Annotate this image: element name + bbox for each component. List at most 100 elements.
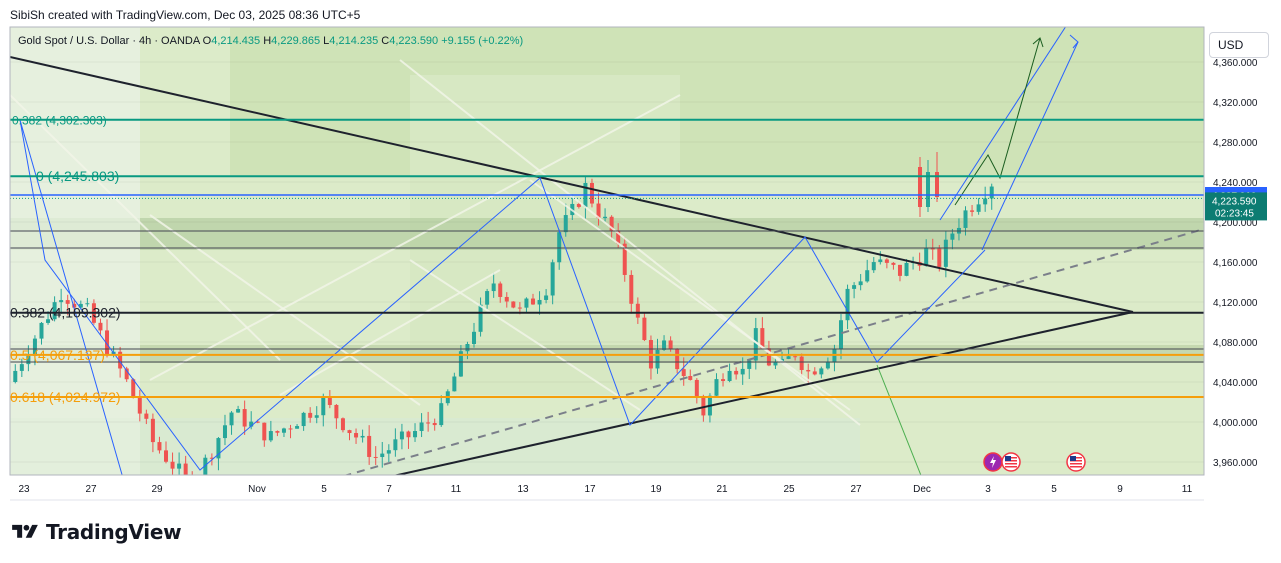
candle-body — [983, 198, 988, 205]
candle — [557, 229, 562, 270]
candle-body — [891, 262, 896, 265]
candle — [354, 428, 359, 444]
candle — [694, 378, 699, 404]
lightning-event-icon[interactable] — [983, 452, 1003, 472]
candle-body — [557, 232, 562, 263]
candle-body — [904, 262, 909, 276]
candle — [603, 208, 608, 222]
candle-body — [865, 270, 870, 282]
candle-body — [360, 435, 365, 438]
candle-body — [288, 428, 293, 430]
candle — [629, 270, 634, 314]
candle — [858, 274, 863, 291]
candle — [137, 389, 142, 422]
candle-body — [268, 431, 273, 441]
candle-body — [373, 456, 378, 458]
candle-body — [78, 303, 83, 308]
candle-body — [517, 307, 522, 309]
candle — [413, 423, 418, 442]
candle-body — [229, 412, 234, 426]
blue-zigzag-path — [19, 119, 986, 475]
candle — [386, 444, 391, 463]
candle-body — [760, 328, 765, 349]
channel-line — [10, 94, 281, 361]
legend-low-label: L — [323, 35, 330, 47]
fib-level-label: 0.5 (4,067.137) — [10, 347, 105, 363]
candle — [308, 407, 313, 423]
downtrend-line — [10, 56, 1134, 313]
candle — [714, 373, 719, 397]
candle-body — [976, 204, 981, 212]
candle-body — [563, 215, 568, 233]
candle — [406, 430, 411, 449]
candle-body — [393, 439, 398, 451]
candle — [753, 317, 758, 370]
time-axis-label: 7 — [386, 484, 392, 495]
tradingview-wordmark: TradingView — [46, 520, 182, 544]
price-axis-label: 4,040.000 — [1213, 378, 1258, 389]
candle — [32, 335, 37, 366]
candle-body — [85, 303, 90, 305]
candle — [773, 357, 778, 370]
candle-body — [314, 415, 319, 418]
time-axis[interactable]: 23 27 29 Nov 5 7 11 13 17 19 21 25 27 Dec 3 5 9 11 — [18, 484, 1192, 495]
fib-level-label: 0.382 (4,302.303) — [12, 114, 107, 128]
legend-low-value: 4,214.235 — [329, 35, 379, 47]
candle-body — [334, 404, 339, 419]
candle — [321, 393, 326, 427]
candle-body — [616, 230, 621, 244]
candle-body — [884, 259, 889, 263]
candle — [85, 297, 90, 307]
candle — [465, 341, 470, 360]
candle — [537, 291, 542, 315]
candle — [688, 369, 693, 381]
candle-body — [812, 371, 817, 375]
candle-body — [216, 438, 221, 459]
channel-line — [149, 94, 681, 381]
candle-body — [930, 248, 935, 250]
candle-body — [845, 288, 850, 321]
candle-body — [367, 435, 372, 457]
candle — [236, 405, 241, 413]
us-flag-event-icon[interactable] — [1066, 452, 1086, 472]
blue-arrowhead — [1069, 34, 1079, 49]
candle — [904, 259, 909, 277]
candle — [989, 183, 994, 210]
candle — [786, 347, 791, 360]
price-axis-label: 4,120.000 — [1213, 298, 1258, 309]
candle — [59, 288, 64, 314]
time-axis-label: 5 — [1051, 484, 1057, 495]
candle — [229, 411, 234, 435]
candle-body — [544, 295, 549, 300]
time-axis-label: 3 — [985, 484, 991, 495]
tradingview-logo-icon — [12, 524, 38, 538]
candle-body — [576, 203, 581, 207]
candle — [845, 284, 850, 330]
candle — [970, 205, 975, 217]
candle-body — [197, 480, 201, 496]
legend-symbol: Gold Spot / U.S. Dollar · 4h · OANDA — [18, 35, 200, 47]
candle — [124, 366, 129, 382]
candle-body — [838, 320, 843, 349]
candle — [734, 367, 739, 380]
candle — [865, 259, 870, 283]
price-axis[interactable]: 4,360.000 4,320.000 4,280.000 4,240.000 4,20… — [1213, 58, 1258, 469]
candle — [347, 429, 352, 441]
candle-body — [262, 422, 267, 441]
channel-line — [149, 214, 421, 406]
us-flag-event-icon[interactable] — [1001, 452, 1021, 472]
candle-body — [589, 182, 594, 204]
candle — [662, 335, 667, 351]
candle — [721, 373, 726, 387]
candle — [281, 427, 286, 438]
candle-body — [878, 259, 883, 263]
candle-body — [386, 450, 391, 454]
candle-body — [537, 299, 542, 305]
tradingview-logo[interactable]: TradingView — [10, 520, 182, 544]
candle — [399, 423, 404, 450]
currency-button[interactable]: USD — [1209, 32, 1269, 58]
candle-body — [799, 356, 804, 370]
candle-body — [819, 368, 824, 375]
candle — [98, 318, 103, 335]
